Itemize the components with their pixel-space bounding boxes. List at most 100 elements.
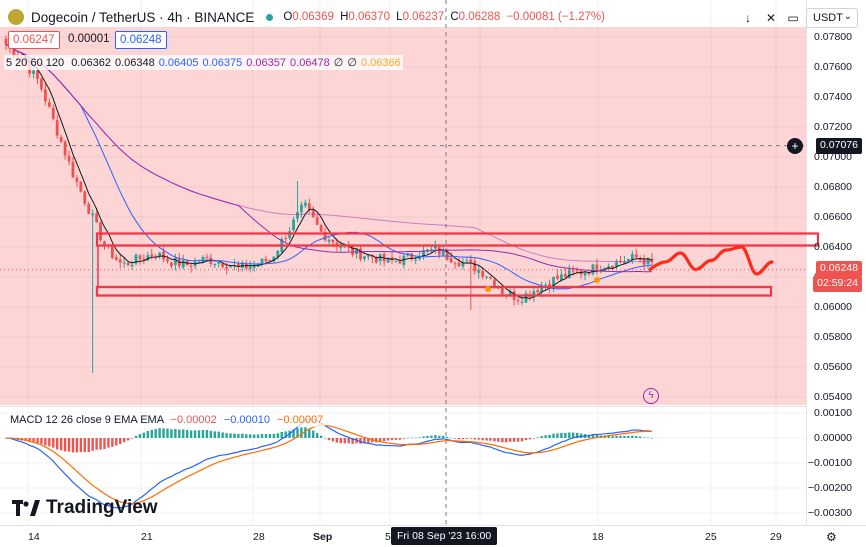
macd-histogram-bar bbox=[221, 432, 224, 438]
macd-histogram-bar bbox=[627, 436, 630, 438]
candle-body bbox=[563, 273, 567, 278]
macd-histogram-bar bbox=[48, 438, 51, 447]
candle-body bbox=[591, 264, 595, 274]
macd-histogram-bar bbox=[544, 435, 547, 438]
candle-body bbox=[430, 249, 433, 251]
settings-gear-icon[interactable]: ⚙ bbox=[826, 530, 837, 544]
candle-body bbox=[378, 254, 382, 262]
candle-body bbox=[556, 275, 559, 279]
macd-histogram-bar bbox=[548, 434, 551, 438]
macd-histogram-bar bbox=[71, 438, 75, 453]
highlight-zone bbox=[0, 27, 806, 405]
candle-body bbox=[595, 264, 599, 272]
plus-icon[interactable]: + bbox=[787, 138, 803, 154]
macd-histogram-bar bbox=[272, 433, 276, 438]
price-tick-label: 0.07200 bbox=[814, 121, 852, 133]
candle-body bbox=[560, 274, 563, 281]
macd-legend[interactable]: MACD 12 26 close 9 EMA EMA −0.00002 −0.0… bbox=[8, 413, 326, 427]
price-tick-label: 0.07800 bbox=[814, 31, 852, 43]
candle-body bbox=[327, 239, 331, 242]
candle-body bbox=[225, 266, 228, 269]
candle-body bbox=[12, 46, 16, 56]
sell-price-box[interactable]: 0.06247 bbox=[8, 31, 60, 49]
candle-body bbox=[303, 202, 307, 206]
spread-value: 0.00001 bbox=[68, 33, 110, 45]
candle-body bbox=[630, 254, 634, 261]
candle-body bbox=[540, 286, 544, 292]
candle-body bbox=[201, 256, 205, 263]
macd-histogram-bar bbox=[130, 438, 134, 439]
macd-histogram-bar bbox=[233, 433, 236, 438]
candle-body bbox=[272, 256, 276, 262]
macd-histogram-bar bbox=[138, 434, 142, 438]
macd-histogram-bar bbox=[189, 430, 193, 438]
macd-histogram-bar bbox=[201, 430, 205, 438]
candle-body bbox=[461, 262, 465, 267]
market-open-icon bbox=[266, 13, 274, 21]
macd-histogram-bar bbox=[607, 435, 610, 438]
price-tick-label: 0.06000 bbox=[814, 301, 852, 313]
ma-legend[interactable]: 5 20 60 120 0.06362 0.06348 0.06405 0.06375… bbox=[4, 55, 403, 70]
candle-body bbox=[110, 246, 114, 258]
ma-value: 0.06362 bbox=[71, 57, 111, 69]
macd-histogram-bar bbox=[67, 438, 71, 452]
candle-body bbox=[252, 265, 256, 268]
maximize-icon[interactable]: ▭ bbox=[787, 11, 799, 25]
macd-histogram-bar bbox=[292, 429, 295, 438]
macd-histogram-bar bbox=[296, 428, 299, 438]
candle-body bbox=[473, 261, 477, 272]
candle-body bbox=[370, 255, 374, 258]
candle-body bbox=[626, 259, 630, 261]
macd-histogram-bar bbox=[209, 430, 213, 438]
macd-histogram-bar bbox=[323, 438, 327, 439]
candle-body bbox=[453, 263, 457, 265]
candle-body bbox=[75, 177, 79, 182]
candle-body bbox=[402, 255, 406, 266]
macd-histogram-bar bbox=[386, 438, 390, 441]
macd-histogram-bar bbox=[568, 432, 571, 438]
ma-value: 0.06357 bbox=[246, 57, 287, 69]
macd-line bbox=[5, 418, 653, 509]
macd-histogram-bar bbox=[115, 438, 118, 446]
macd-histogram-bar bbox=[304, 427, 307, 438]
candle-body bbox=[422, 250, 425, 256]
price-tick-label: 0.06400 bbox=[814, 241, 852, 253]
arrow-down-icon[interactable]: ↓ bbox=[745, 11, 751, 25]
candle-body bbox=[103, 241, 106, 246]
macd-histogram-bar bbox=[595, 435, 599, 438]
candle-body bbox=[205, 256, 209, 258]
collapse-icon[interactable]: ✕ bbox=[765, 11, 777, 25]
macd-histogram-bar bbox=[516, 438, 520, 442]
last-price-tag: 0.06248 bbox=[816, 261, 862, 277]
macd-histogram-bar bbox=[398, 438, 402, 440]
macd-histogram-bar bbox=[343, 438, 346, 444]
macd-histogram-bar bbox=[501, 438, 504, 443]
macd-histogram-bar bbox=[87, 438, 90, 452]
currency-selector[interactable]: USDT ⌄ bbox=[806, 8, 858, 28]
macd-histogram-bar bbox=[75, 438, 79, 453]
crosshair-price-tag: 0.07076 bbox=[816, 138, 862, 154]
macd-histogram-bar bbox=[237, 433, 240, 438]
ma-value: 0.06405 bbox=[158, 57, 199, 69]
macd-histogram-bar bbox=[575, 432, 579, 438]
macd-histogram-bar bbox=[485, 438, 488, 441]
macd-histogram-bar bbox=[524, 438, 528, 441]
macd-histogram-bar bbox=[623, 436, 626, 438]
ma120-line bbox=[5, 44, 653, 263]
macd-histogram-bar bbox=[217, 431, 220, 438]
macd-histogram-bar bbox=[367, 438, 370, 443]
macd-histogram-bar bbox=[134, 435, 138, 438]
buy-price-box[interactable]: 0.06248 bbox=[115, 31, 167, 49]
candle-body bbox=[300, 204, 303, 213]
candle-body bbox=[355, 248, 358, 254]
macd-histogram-bar bbox=[564, 432, 567, 438]
macd-tick-label: 0.00000 bbox=[814, 432, 852, 444]
candle-body bbox=[40, 78, 43, 90]
macd-histogram-bar bbox=[268, 434, 272, 438]
candle-body bbox=[63, 141, 67, 156]
macd-histogram-bar bbox=[146, 431, 150, 438]
symbol-title[interactable]: Dogecoin / TetherUS · 4h · BINANCE O0.06… bbox=[8, 9, 608, 25]
lightning-icon[interactable]: ϟ bbox=[643, 388, 659, 404]
candle-body bbox=[130, 264, 134, 267]
